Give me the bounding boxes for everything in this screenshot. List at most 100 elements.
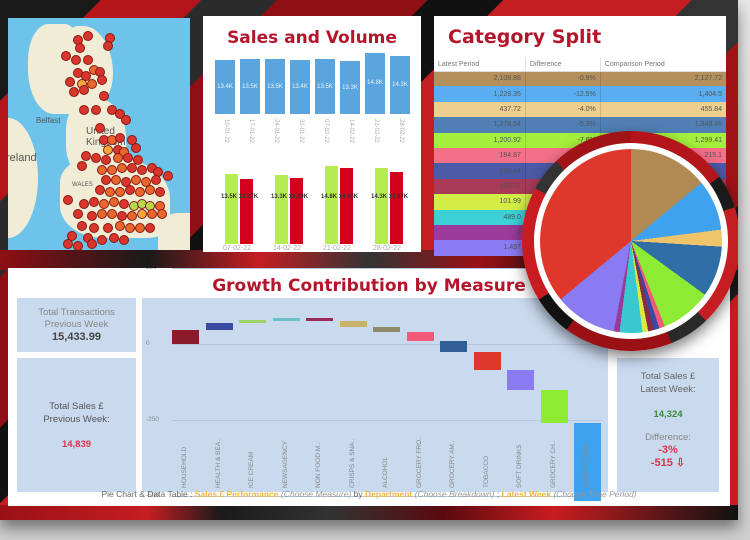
col-difference[interactable]: Difference: [524, 58, 601, 72]
store-marker[interactable]: [151, 175, 161, 185]
period-selector[interactable]: Latest Week: [501, 489, 552, 499]
store-marker[interactable]: [77, 221, 87, 231]
store-marker[interactable]: [79, 199, 89, 209]
store-marker[interactable]: [103, 223, 113, 233]
store-marker[interactable]: [115, 187, 125, 197]
store-marker[interactable]: [63, 195, 73, 205]
sales-bar-comparison[interactable]: [290, 178, 303, 244]
weekly-sales-bar[interactable]: 13.4K: [215, 60, 235, 114]
store-marker[interactable]: [135, 187, 145, 197]
store-marker[interactable]: [95, 185, 105, 195]
store-marker[interactable]: [79, 105, 89, 115]
waterfall-bar[interactable]: [440, 340, 467, 352]
store-marker[interactable]: [97, 75, 107, 85]
store-marker[interactable]: [99, 199, 109, 209]
store-marker[interactable]: [87, 239, 97, 249]
store-marker[interactable]: [87, 211, 97, 221]
waterfall-bar[interactable]: [406, 331, 434, 341]
store-marker[interactable]: [89, 223, 99, 233]
store-marker[interactable]: [75, 43, 85, 53]
store-marker[interactable]: [147, 209, 157, 219]
store-marker[interactable]: [61, 51, 71, 61]
sales-bar-comparison[interactable]: [340, 168, 353, 244]
store-marker[interactable]: [97, 209, 107, 219]
store-marker[interactable]: [101, 155, 111, 165]
waterfall-bar[interactable]: [239, 319, 266, 323]
store-marker[interactable]: [145, 223, 155, 233]
category-row[interactable]: 437.72 -4.0% 455.84: [434, 101, 726, 118]
weekly-sales-bar[interactable]: 13.4K: [290, 60, 310, 114]
store-marker[interactable]: [115, 109, 125, 119]
waterfall-bar[interactable]: [507, 369, 534, 390]
store-marker[interactable]: [91, 153, 101, 163]
store-marker[interactable]: [115, 133, 125, 143]
waterfall-chart[interactable]: 2500-250-500-750HOUSEHOLDHEALTH & BEA..I…: [142, 268, 608, 501]
weekly-sales-bar[interactable]: 14.3K: [390, 56, 410, 114]
waterfall-bar[interactable]: [574, 423, 601, 501]
store-marker[interactable]: [131, 143, 141, 153]
weekly-sales-bar[interactable]: 13.5K: [265, 59, 285, 114]
sales-bar-current[interactable]: [225, 174, 238, 244]
store-marker[interactable]: [117, 163, 127, 173]
store-marker[interactable]: [87, 79, 97, 89]
waterfall-bar[interactable]: [306, 318, 333, 322]
store-marker[interactable]: [107, 209, 117, 219]
store-marker[interactable]: [133, 155, 143, 165]
store-marker[interactable]: [113, 153, 123, 163]
store-marker[interactable]: [109, 197, 119, 207]
waterfall-bar[interactable]: [205, 322, 233, 331]
store-marker[interactable]: [97, 235, 107, 245]
store-marker[interactable]: [97, 165, 107, 175]
waterfall-bar[interactable]: [272, 318, 300, 322]
weekly-sales-bar[interactable]: 13.5K: [240, 59, 260, 114]
store-marker[interactable]: [103, 41, 113, 51]
waterfall-bar[interactable]: [373, 327, 400, 332]
store-marker[interactable]: [63, 239, 73, 249]
store-marker[interactable]: [163, 171, 173, 181]
sales-bar-current[interactable]: [325, 166, 338, 244]
store-marker[interactable]: [111, 175, 121, 185]
store-marker[interactable]: [145, 185, 155, 195]
col-latest-period[interactable]: Latest Period: [434, 58, 526, 72]
waterfall-bar[interactable]: [540, 389, 568, 424]
store-marker[interactable]: [83, 31, 93, 41]
waterfall-bar[interactable]: [339, 321, 367, 328]
store-marker[interactable]: [81, 151, 91, 161]
weekly-sales-bar[interactable]: 13.5K: [315, 59, 335, 114]
store-marker[interactable]: [103, 145, 113, 155]
store-marker[interactable]: [127, 211, 137, 221]
store-marker[interactable]: [73, 209, 83, 219]
store-marker[interactable]: [101, 175, 111, 185]
weekly-sales-bar[interactable]: 13.3K: [340, 61, 360, 114]
store-marker[interactable]: [125, 185, 135, 195]
store-marker[interactable]: [91, 105, 101, 115]
category-row[interactable]: 1,229.35 -12.5% 1,404.5: [434, 86, 726, 102]
store-marker[interactable]: [89, 197, 99, 207]
store-marker[interactable]: [155, 187, 165, 197]
sales-bar-current[interactable]: [275, 175, 288, 244]
store-marker[interactable]: [127, 163, 137, 173]
store-marker[interactable]: [131, 175, 141, 185]
category-row[interactable]: 1,278.54 -5.3% 1,349.46: [434, 117, 726, 133]
weekly-sales-bar[interactable]: 14.8K: [365, 53, 385, 114]
store-marker[interactable]: [123, 153, 133, 163]
waterfall-bar[interactable]: [473, 351, 501, 370]
category-row[interactable]: 2,108.88 -0.9% 2,127.72: [434, 71, 726, 87]
store-marker[interactable]: [109, 233, 119, 243]
store-marker[interactable]: [95, 123, 105, 133]
store-marker[interactable]: [77, 161, 87, 171]
store-marker[interactable]: [83, 55, 93, 65]
store-marker[interactable]: [69, 87, 79, 97]
store-marker[interactable]: [119, 199, 129, 209]
breakdown-selector[interactable]: Department: [365, 489, 413, 499]
store-marker[interactable]: [107, 165, 117, 175]
store-marker[interactable]: [105, 187, 115, 197]
store-marker[interactable]: [119, 235, 129, 245]
store-marker[interactable]: [73, 241, 83, 250]
category-pie-chart[interactable]: [540, 149, 722, 333]
store-marker[interactable]: [137, 165, 147, 175]
store-marker[interactable]: [121, 115, 131, 125]
store-marker[interactable]: [99, 91, 109, 101]
sales-bar-current[interactable]: [375, 168, 388, 244]
store-marker[interactable]: [137, 209, 147, 219]
